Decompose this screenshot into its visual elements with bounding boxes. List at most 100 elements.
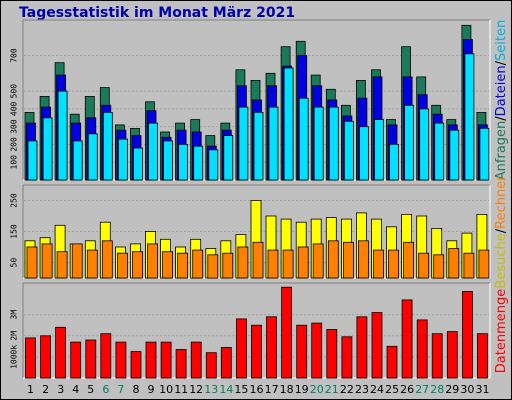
x-tick-label-25: 25 — [385, 383, 399, 396]
bar-datenmenge-10 — [160, 341, 172, 379]
bar-seiten-7 — [118, 138, 128, 181]
bar-seiten-14 — [223, 135, 234, 181]
bar-seiten-6 — [102, 112, 113, 181]
traffic-legend-part-2: Dateien — [494, 65, 509, 116]
bar-rechner-14 — [222, 252, 234, 279]
visits-legend-part-0: Besuche — [494, 233, 509, 288]
x-tick-label-8: 8 — [133, 383, 140, 396]
bar-datenmenge-9 — [145, 341, 157, 379]
bar-seiten-24 — [374, 119, 384, 181]
bar-rechner-30 — [463, 252, 475, 279]
x-tick-label-30: 30 — [460, 383, 474, 396]
bar-rechner-28 — [433, 254, 445, 279]
bar-datenmenge-8 — [130, 351, 142, 379]
bar-rechner-27 — [418, 252, 430, 279]
bar-datenmenge-20 — [311, 322, 323, 379]
bar-datenmenge-23 — [356, 316, 368, 379]
bar-rechner-11 — [177, 252, 189, 279]
bar-datenmenge-26 — [401, 299, 413, 379]
bar-rechner-26 — [403, 241, 415, 279]
bar-seiten-29 — [449, 129, 460, 181]
traffic-legend: Anfragen/Dateien/Seiten — [494, 20, 509, 180]
x-tick-label-1: 1 — [27, 383, 34, 396]
x-tick-label-26: 26 — [400, 383, 414, 396]
y-tick-label-volume-2: 3M — [10, 310, 19, 320]
x-tick-label-7: 7 — [117, 383, 124, 396]
visits-legend-part-1: / — [494, 228, 509, 233]
volume-legend-part-0: Datenmenge — [494, 289, 509, 373]
bar-seiten-9 — [148, 122, 158, 181]
traffic-legend-part-0: Anfragen — [494, 121, 509, 181]
bar-datenmenge-11 — [175, 349, 187, 379]
bar-seiten-10 — [163, 140, 174, 181]
bar-seiten-5 — [87, 133, 98, 181]
x-tick-label-10: 10 — [159, 383, 173, 396]
y-tick-label-visits-2: 250 — [10, 193, 19, 208]
bar-rechner-15 — [237, 246, 249, 279]
traffic-legend-part-3: / — [494, 60, 509, 65]
x-tick-label-4: 4 — [72, 383, 79, 396]
x-tick-label-27: 27 — [415, 383, 429, 396]
bar-seiten-19 — [298, 97, 309, 181]
bar-datenmenge-29 — [446, 331, 458, 379]
bar-datenmenge-4 — [70, 341, 82, 379]
bar-datenmenge-3 — [55, 326, 66, 379]
x-tick-label-24: 24 — [370, 383, 384, 396]
x-tick-label-12: 12 — [189, 383, 203, 396]
bar-seiten-11 — [178, 143, 189, 181]
bar-seiten-28 — [434, 122, 445, 181]
visits-legend-part-2: Rechner — [494, 175, 509, 229]
bar-rechner-25 — [388, 249, 399, 279]
x-tick-label-23: 23 — [355, 383, 369, 396]
y-tick-label-volume-0: 1000k — [10, 345, 19, 369]
x-tick-label-16: 16 — [250, 383, 264, 396]
bar-datenmenge-18 — [281, 286, 293, 379]
volume-legend: Datenmenge — [494, 289, 509, 373]
visits-legend: Besuche/Rechner — [494, 175, 509, 289]
bar-seiten-26 — [404, 104, 415, 181]
bar-rechner-17 — [267, 249, 279, 279]
bar-rechner-23 — [357, 240, 369, 279]
bar-seiten-4 — [72, 140, 83, 181]
bar-seiten-25 — [389, 143, 399, 181]
bar-rechner-16 — [252, 241, 264, 279]
bar-datenmenge-12 — [190, 341, 202, 379]
bar-datenmenge-30 — [461, 290, 473, 379]
y-tick-label-traffic-0: 100 — [10, 155, 19, 170]
bar-seiten-8 — [133, 147, 143, 181]
traffic-legend-part-4: Seiten — [494, 20, 509, 61]
bar-datenmenge-25 — [386, 345, 398, 379]
bar-rechner-6 — [101, 240, 113, 279]
x-tick-label-22: 22 — [340, 383, 354, 396]
bar-datenmenge-31 — [476, 333, 488, 379]
bar-seiten-18 — [283, 67, 294, 181]
bar-seiten-12 — [193, 145, 204, 181]
x-tick-label-28: 28 — [430, 383, 444, 396]
bar-seiten-27 — [419, 108, 430, 181]
bar-seiten-17 — [268, 106, 279, 181]
y-tick-label-visits-0: 50 — [10, 258, 19, 268]
bar-seiten-16 — [253, 112, 264, 181]
bar-datenmenge-1 — [25, 337, 36, 379]
bar-datenmenge-2 — [40, 335, 51, 379]
bar-datenmenge-15 — [235, 318, 247, 379]
x-tick-label-13: 13 — [204, 383, 218, 396]
bar-rechner-18 — [282, 249, 294, 279]
x-tick-label-17: 17 — [265, 383, 279, 396]
bar-rechner-9 — [147, 243, 158, 279]
bar-rechner-3 — [56, 251, 68, 279]
chart-title: Tagesstatistik im Monat März 2021 — [19, 5, 296, 21]
bar-seiten-23 — [358, 126, 369, 181]
bar-datenmenge-13 — [205, 352, 217, 379]
bar-seiten-13 — [208, 149, 219, 181]
bar-rechner-31 — [478, 249, 490, 279]
bar-rechner-12 — [192, 249, 204, 279]
x-tick-label-2: 2 — [42, 383, 49, 396]
x-tick-label-29: 29 — [445, 383, 459, 396]
bar-rechner-19 — [297, 246, 309, 279]
bar-seiten-1 — [27, 140, 38, 181]
bar-rechner-10 — [162, 251, 174, 279]
bar-datenmenge-7 — [115, 341, 127, 379]
bar-rechner-29 — [448, 248, 460, 279]
